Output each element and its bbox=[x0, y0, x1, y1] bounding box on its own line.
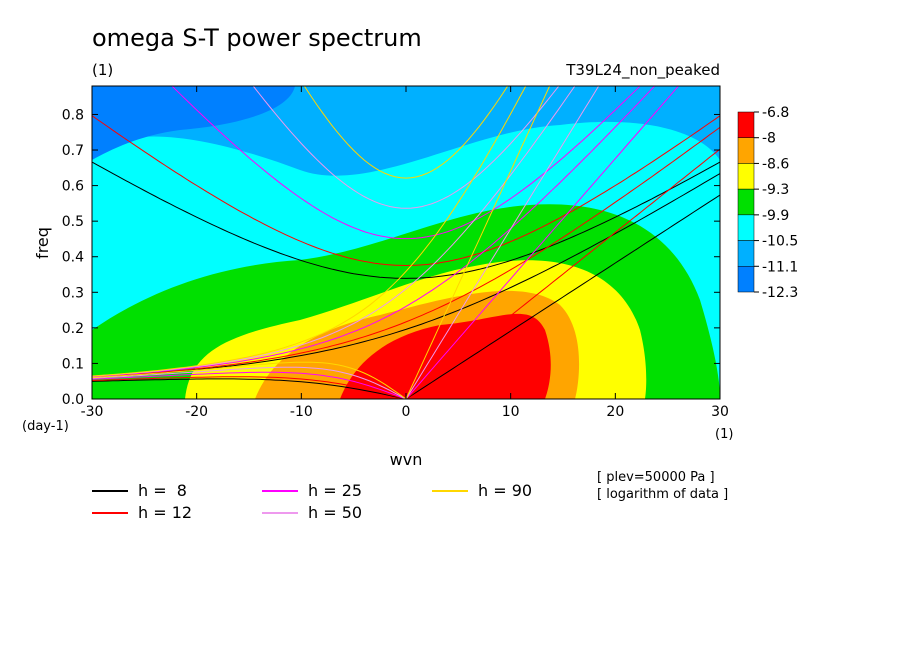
y-unit-label: (day-1) bbox=[22, 419, 69, 434]
colorbar-swatch bbox=[737, 111, 755, 138]
y-axis: 0.0 0.1 0.2 0.3 0.4 0.5 0.6 0.7 0.8 bbox=[62, 107, 720, 408]
units-label: (1) bbox=[92, 61, 113, 79]
colorbar-swatch bbox=[737, 188, 755, 216]
x-tick-label: 10 bbox=[502, 404, 520, 420]
dispersion-curve-h90-0 bbox=[405, 86, 551, 399]
dispersion-curve-h12-1 bbox=[92, 376, 407, 399]
x-tick-label: 30 bbox=[711, 404, 729, 420]
dispersion-curve-h90-2 bbox=[303, 86, 509, 179]
dispersion-curve-h8-1 bbox=[92, 378, 407, 399]
colorbar-label: -11.1 bbox=[762, 259, 798, 275]
y-tick-label: 0.5 bbox=[62, 214, 84, 230]
y-tick-label: 0.1 bbox=[62, 356, 84, 372]
colorbar-label: -12.3 bbox=[762, 285, 798, 301]
dispersion-curve-h90-1 bbox=[92, 361, 407, 399]
colorbar-swatch bbox=[737, 266, 755, 293]
y-tick-label: 0.7 bbox=[62, 143, 84, 159]
contour-field bbox=[92, 86, 720, 399]
x-axis: -30 -20 -10 0 10 20 30 bbox=[81, 86, 729, 420]
x-axis-label: wvn bbox=[390, 450, 423, 469]
y-tick-label: 0.6 bbox=[62, 179, 84, 195]
dispersion-curve-h25-1 bbox=[92, 371, 407, 399]
dispersion-curve-h50-3 bbox=[92, 86, 576, 377]
dispersion-curve-h90-3 bbox=[92, 86, 527, 377]
dispersion-curve-h25-2 bbox=[171, 86, 641, 240]
dispersion-curve-h12-0 bbox=[405, 148, 720, 399]
dispersion-curve-h25-3 bbox=[92, 86, 656, 378]
legend-label: h = 90 bbox=[478, 481, 532, 500]
colorbar-swatch bbox=[737, 240, 755, 267]
dispersion-curve-h50-2 bbox=[252, 86, 560, 209]
colorbar-label: -8.6 bbox=[762, 156, 789, 172]
dispersion-curve-h50-0 bbox=[405, 86, 600, 399]
dispersion-curves bbox=[92, 86, 720, 399]
x-tick-label: -10 bbox=[290, 404, 313, 420]
x-tick-label: -30 bbox=[81, 404, 104, 420]
colorbar-swatch bbox=[737, 163, 755, 190]
x-tick-label: 20 bbox=[606, 404, 624, 420]
x-tick-label: -20 bbox=[185, 404, 208, 420]
legend-label: h = 8 bbox=[138, 481, 187, 500]
colorbar: -6.8 -8 -8.6 -9.3 -9.9 -10.5 -11.1 -12.3 bbox=[737, 105, 798, 301]
legend-label: h = 12 bbox=[138, 503, 192, 522]
contour-level-0 bbox=[378, 321, 518, 399]
run-label: T39L24_non_peaked bbox=[565, 61, 720, 80]
y-tick-label: 0.3 bbox=[62, 285, 84, 301]
y-tick-label: 0.4 bbox=[62, 250, 84, 266]
legend-label: h = 25 bbox=[308, 481, 362, 500]
colorbar-swatch bbox=[737, 137, 755, 164]
colorbar-label: -9.9 bbox=[762, 208, 789, 224]
contour-level-darkblue bbox=[92, 86, 295, 160]
y-tick-label: 0.2 bbox=[62, 321, 84, 337]
legend-label: h = 50 bbox=[308, 503, 362, 522]
colorbar-label: -10.5 bbox=[762, 234, 798, 250]
colorbar-label: -6.8 bbox=[762, 105, 789, 121]
dispersion-curve-h25-0 bbox=[405, 86, 680, 399]
chart-title: omega S-T power spectrum bbox=[92, 24, 422, 52]
annotation-plev: [ plev=50000 Pa ] bbox=[597, 470, 715, 485]
x-tick-label: 0 bbox=[402, 404, 411, 420]
colorbar-label: -8 bbox=[762, 131, 776, 147]
y-axis-label: freq bbox=[33, 227, 52, 259]
annotation-log: [ logarithm of data ] bbox=[597, 487, 728, 502]
dispersion-curve-h12-3 bbox=[92, 126, 720, 378]
colorbar-label: -9.3 bbox=[762, 182, 789, 198]
legend: h = 8 h = 12 h = 25 h = 50 h = 90 bbox=[92, 481, 532, 522]
colorbar-swatch bbox=[737, 214, 755, 241]
dispersion-curve-h8-0 bbox=[405, 194, 720, 399]
y-tick-label: 0.8 bbox=[62, 107, 84, 123]
dispersion-curve-h50-1 bbox=[92, 366, 407, 399]
y-tick-label: 0.0 bbox=[62, 392, 84, 408]
x-unit-label: (1) bbox=[715, 427, 733, 442]
dispersion-curve-h8-2 bbox=[92, 161, 720, 279]
dispersion-curve-h12-2 bbox=[92, 115, 720, 267]
